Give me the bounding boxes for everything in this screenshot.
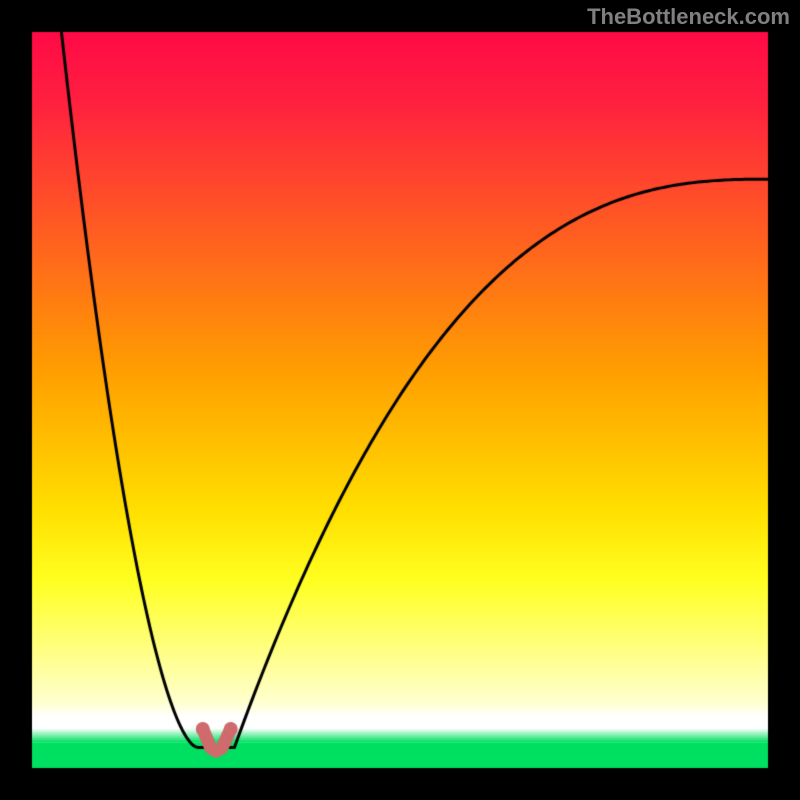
bottleneck-curve-plot [0, 0, 800, 800]
chart-container: TheBottleneck.com [0, 0, 800, 800]
watermark-text: TheBottleneck.com [587, 4, 790, 30]
